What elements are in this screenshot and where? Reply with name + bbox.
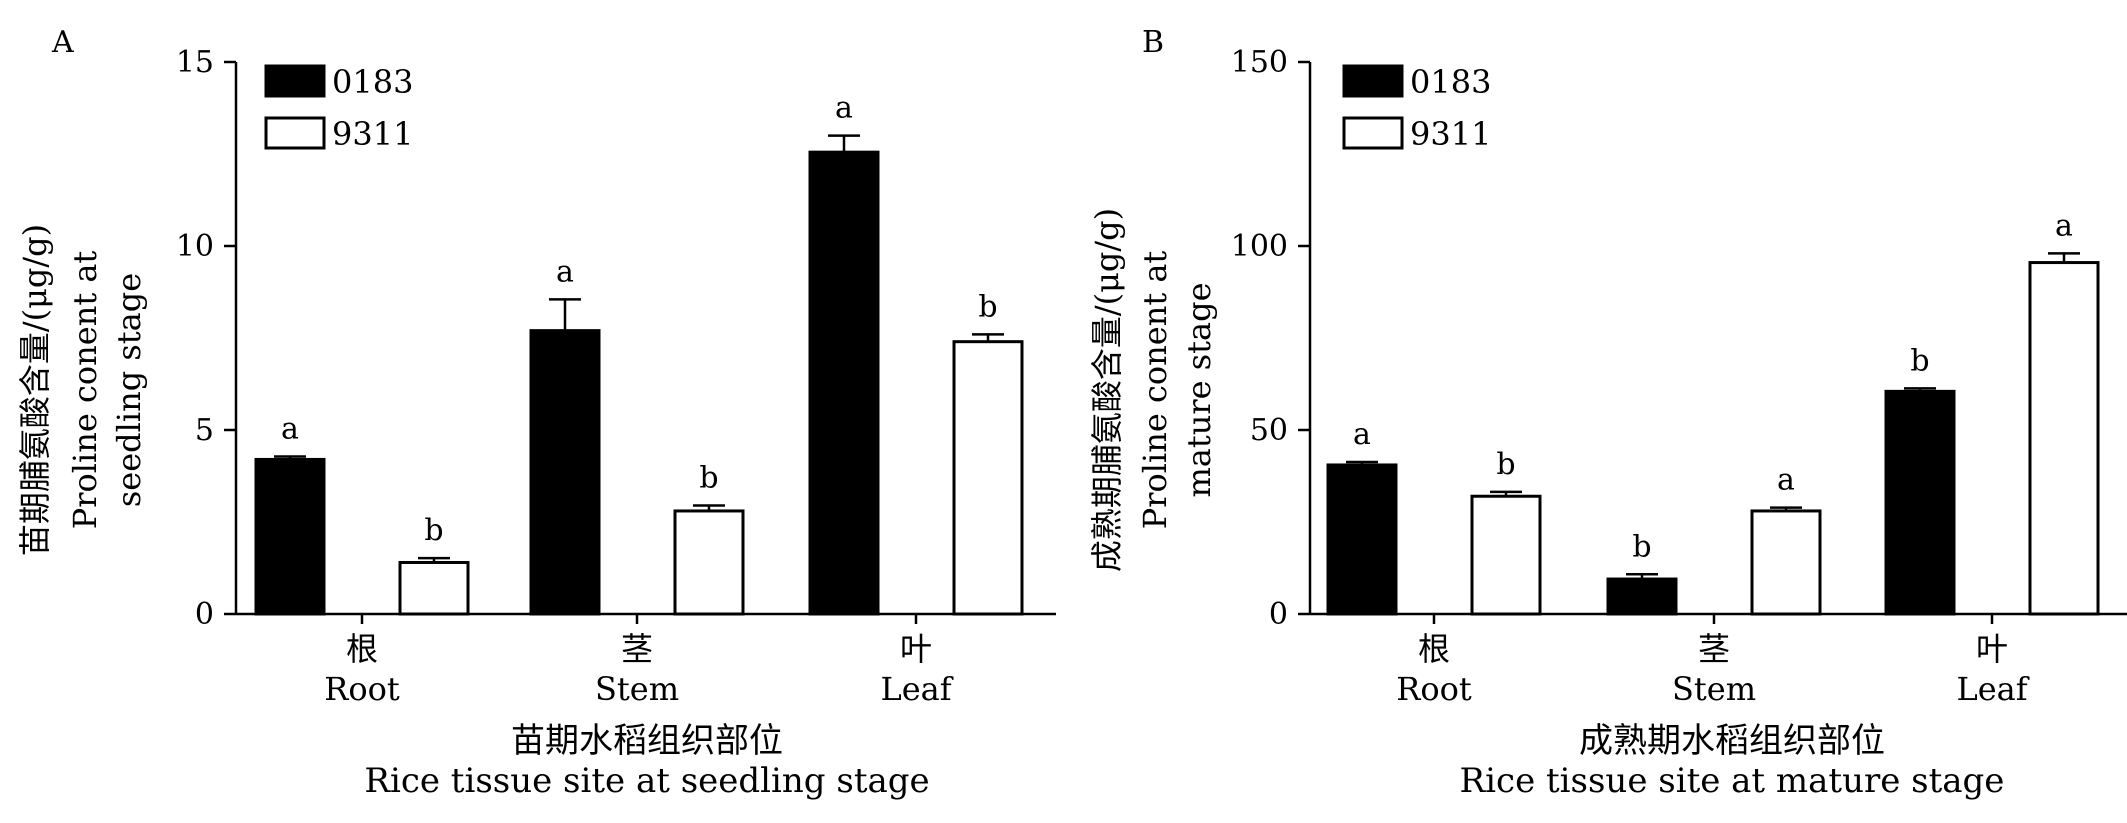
x-axis-title-en: Rice tissue site at mature stage	[1460, 761, 2005, 801]
x-tick-label-en: Leaf	[1956, 670, 2029, 708]
y-tick-label: 15	[176, 45, 214, 80]
y-axis-title-en: seedling stage	[110, 273, 148, 507]
x-tick-label-en: Leaf	[880, 670, 953, 708]
y-tick-label: 0	[1269, 597, 1288, 632]
significance-letter: b	[1496, 447, 1515, 482]
y-axis-title-en: Proline conent at	[66, 251, 104, 530]
bar	[808, 150, 880, 616]
x-tick-label-zh: 茎	[1698, 630, 1730, 668]
bar	[2028, 261, 2100, 616]
x-tick-label-en: Root	[324, 670, 400, 708]
x-tick-label-en: Stem	[595, 670, 679, 708]
y-axis-title-en: mature stage	[1180, 282, 1218, 497]
x-tick-label-zh: 根	[1418, 630, 1450, 668]
bar	[1884, 389, 1956, 616]
significance-letter: b	[699, 460, 718, 495]
y-tick-label: 0	[195, 597, 214, 632]
significance-letter: a	[2055, 208, 2073, 243]
bar	[1326, 463, 1398, 616]
legend-label: 0183	[332, 63, 413, 101]
y-tick-label: 5	[195, 413, 214, 448]
legend-swatch	[264, 64, 326, 98]
bar	[398, 560, 470, 616]
bar	[1606, 577, 1678, 616]
bar	[673, 509, 745, 616]
bar	[529, 329, 601, 616]
x-axis-title-zh: 苗期水稻组织部位	[511, 721, 783, 761]
significance-letter: b	[978, 289, 997, 324]
x-tick-label-zh: 叶	[900, 630, 932, 668]
significance-letter: a	[556, 254, 574, 289]
x-tick-label-en: Stem	[1672, 670, 1756, 708]
x-tick-label-zh: 根	[346, 630, 378, 668]
significance-letter: a	[1777, 463, 1795, 498]
x-axis-title-en: Rice tissue site at seedling stage	[364, 761, 929, 801]
significance-letter: a	[1353, 417, 1371, 452]
y-axis-title-zh: 成熟期脯氨酸含量/(μg/g)	[1088, 208, 1126, 572]
y-tick-label: 10	[176, 229, 214, 264]
legend-swatch	[1342, 116, 1404, 150]
x-tick-label-zh: 叶	[1976, 630, 2008, 668]
y-axis-title-en: Proline conent at	[1136, 251, 1174, 530]
legend-label: 0183	[1410, 63, 1491, 101]
bar	[254, 457, 326, 616]
legend-swatch	[264, 116, 326, 150]
significance-letter: b	[1632, 529, 1651, 564]
y-tick-label: 150	[1231, 45, 1288, 80]
x-axis-title-zh: 成熟期水稻组织部位	[1579, 721, 1885, 761]
legend-label: 9311	[332, 115, 413, 153]
panel-letter: A	[51, 25, 74, 60]
legend-label: 9311	[1410, 115, 1491, 153]
legend-swatch	[1342, 64, 1404, 98]
x-tick-label-zh: 茎	[621, 630, 653, 668]
y-axis-title-zh: 苗期脯氨酸含量/(μg/g)	[16, 224, 54, 556]
significance-letter: b	[424, 513, 443, 548]
y-tick-label: 50	[1250, 413, 1288, 448]
bar	[1750, 509, 1822, 616]
y-tick-label: 100	[1231, 229, 1288, 264]
significance-letter: a	[281, 411, 299, 446]
bar	[1470, 494, 1542, 616]
panel-letter: B	[1142, 25, 1164, 60]
significance-letter: a	[835, 91, 853, 126]
significance-letter: b	[1910, 343, 1929, 378]
x-tick-label-en: Root	[1396, 670, 1472, 708]
bar	[952, 340, 1024, 616]
